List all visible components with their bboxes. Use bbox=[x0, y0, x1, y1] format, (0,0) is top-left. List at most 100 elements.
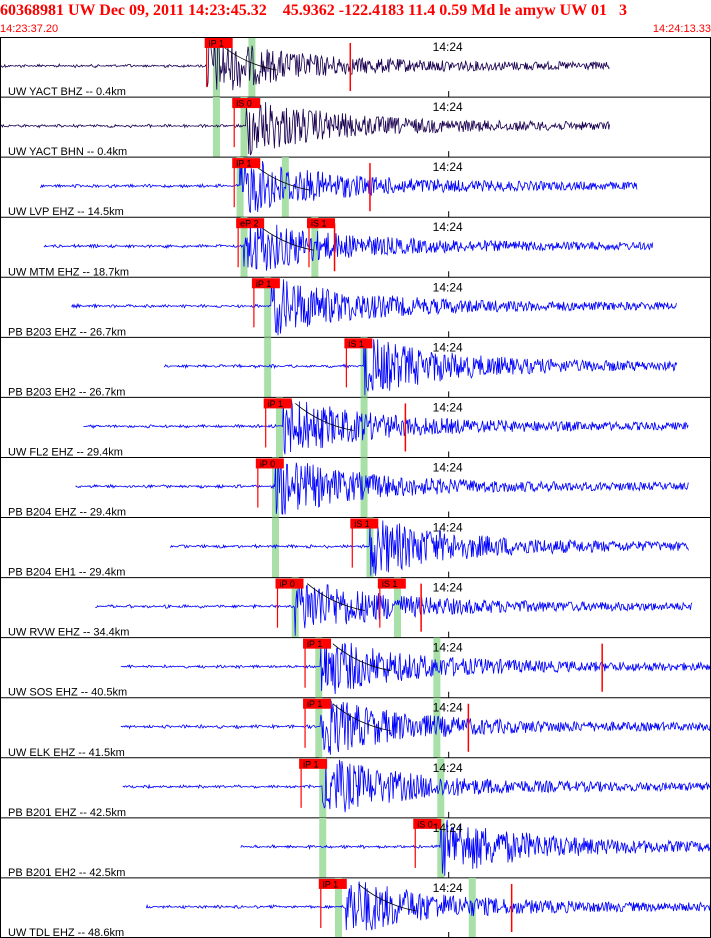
seismogram-trace bbox=[0, 39, 610, 91]
pick-window bbox=[334, 877, 342, 938]
station-label: PB B203 EH2 -- 26.7km bbox=[8, 386, 125, 398]
travel-time-curve bbox=[332, 643, 391, 672]
pick-flag-label: iP 1 bbox=[303, 759, 318, 769]
window-end-time: 14:24:13.33 bbox=[652, 23, 711, 35]
pick-window bbox=[264, 277, 272, 338]
pick-flag-label: iP 1 bbox=[307, 639, 322, 649]
minute-tick-label: 14:24 bbox=[433, 521, 463, 535]
minute-tick-label: 14:24 bbox=[433, 220, 463, 234]
pick-flag-bg bbox=[236, 218, 265, 229]
station-label: UW ELK EHZ -- 41.5km bbox=[8, 747, 125, 759]
pick-window bbox=[319, 817, 327, 878]
travel-time-curve bbox=[358, 883, 417, 912]
seismogram-trace bbox=[71, 279, 677, 336]
pick-window bbox=[319, 757, 327, 818]
travel-time-curve bbox=[306, 583, 366, 612]
station-label: UW YACT BHN -- 0.4km bbox=[8, 146, 127, 158]
seismogram-trace bbox=[120, 700, 711, 755]
pick-flag-label: iP 1 bbox=[268, 399, 283, 409]
seismogram-trace bbox=[43, 220, 654, 271]
pick-flag-bg bbox=[232, 158, 261, 169]
pick-flag-bg bbox=[204, 38, 233, 48]
pick-flag-bg bbox=[350, 518, 379, 529]
pick-window bbox=[360, 457, 368, 518]
station-label: UW FL2 EHZ -- 29.4km bbox=[8, 446, 123, 458]
pick-flag-label: iP 0 bbox=[280, 579, 295, 589]
pick-window bbox=[248, 37, 256, 98]
second-pick-flag-label: iS 1 bbox=[382, 579, 398, 589]
seismogram-trace bbox=[145, 881, 711, 931]
trace-panel: iP 1 14:24 UW SOS EHZ -- 40.5km bbox=[0, 637, 711, 699]
trace-panel: iS 1 14:24 PB B203 EH2 -- 26.7km bbox=[0, 337, 711, 398]
pick-flag-label: iP 1 bbox=[323, 879, 338, 889]
trace-panel: iP 1 14:24 PB B203 EHZ -- 26.7km bbox=[0, 277, 711, 338]
pick-flag-label: eP 2 bbox=[240, 219, 258, 229]
second-pick-flag-bg bbox=[306, 218, 335, 229]
station-label: UW LVP EHZ -- 14.5km bbox=[8, 206, 124, 218]
pick-window bbox=[433, 637, 441, 698]
trace-panel: iP 1 14:24 UW YACT BHZ -- 0.4km bbox=[0, 37, 711, 98]
minute-tick-label: 14:24 bbox=[433, 160, 463, 174]
station-label: UW SOS EHZ -- 40.5km bbox=[8, 687, 127, 699]
seismogram-trace bbox=[75, 459, 689, 515]
pick-window bbox=[240, 97, 248, 158]
minute-tick-label: 14:24 bbox=[433, 641, 463, 655]
seismogram-trace bbox=[83, 399, 689, 455]
plot-border bbox=[0, 37, 711, 938]
pick-window bbox=[212, 37, 220, 98]
station-label: PB B201 EHZ -- 42.5km bbox=[8, 807, 126, 819]
window-start-time: 14:23:37.20 bbox=[0, 23, 59, 35]
travel-time-curve bbox=[295, 403, 354, 431]
second-pick-flag-bg bbox=[377, 578, 406, 589]
pick-flag-label: iS 1 bbox=[348, 339, 364, 349]
minute-tick-label: 14:24 bbox=[433, 400, 463, 414]
pick-window bbox=[240, 217, 248, 278]
minute-tick-label: 14:24 bbox=[433, 821, 463, 835]
station-label: PB B204 EHZ -- 29.4km bbox=[8, 507, 126, 519]
minute-tick-label: 14:24 bbox=[433, 100, 463, 114]
minute-tick-label: 14:24 bbox=[433, 40, 463, 54]
pick-window bbox=[291, 577, 299, 638]
trace-panel: iP 1 14:24 UW TDL EHZ -- 48.6km bbox=[0, 877, 711, 938]
pick-flag-label: iP 1 bbox=[307, 699, 322, 709]
pick-flag-bg bbox=[255, 458, 284, 469]
pick-window bbox=[394, 577, 402, 638]
seismogram-trace bbox=[122, 759, 711, 813]
pick-flag-bg bbox=[303, 698, 332, 709]
pick-window bbox=[437, 757, 445, 818]
pick-window bbox=[360, 337, 368, 398]
station-label: UW YACT BHZ -- 0.4km bbox=[8, 86, 126, 98]
pick-window bbox=[236, 157, 244, 218]
seismogram-trace bbox=[0, 101, 610, 156]
pick-flag-bg bbox=[251, 278, 280, 289]
pick-flag-bg bbox=[413, 818, 442, 829]
seismogram-trace bbox=[163, 339, 678, 396]
trace-panel: iS 1 14:24 PB B204 EH1 -- 29.4km bbox=[0, 517, 711, 579]
trace-panel: iS 0 14:24 UW YACT BHN -- 0.4km bbox=[0, 97, 711, 158]
pick-flag-bg bbox=[318, 878, 347, 889]
pick-flag-bg bbox=[303, 638, 332, 649]
pick-flag-bg bbox=[263, 398, 292, 409]
travel-time-curve bbox=[332, 703, 391, 732]
trace-panel: iP 0 iS 1 14:24 UW RVW EHZ -- 34.4km bbox=[0, 577, 711, 639]
second-pick-flag-label: iS 1 bbox=[311, 219, 327, 229]
minute-tick-label: 14:24 bbox=[433, 340, 463, 354]
pick-flag-bg bbox=[275, 578, 304, 589]
station-label: PB B201 EH2 -- 42.5km bbox=[8, 867, 125, 879]
pick-window bbox=[437, 817, 445, 878]
pick-flag-label: iS 0 bbox=[417, 819, 433, 829]
station-label: PB B204 EH1 -- 29.4km bbox=[8, 567, 125, 579]
minute-tick-label: 14:24 bbox=[433, 881, 463, 895]
trace-panel: iS 0 14:24 PB B201 EH2 -- 42.5km bbox=[0, 817, 711, 879]
pick-window bbox=[212, 97, 220, 158]
station-label: UW MTM EHZ -- 18.7km bbox=[8, 266, 129, 278]
pick-window bbox=[264, 337, 272, 398]
pick-flag-label: iP 1 bbox=[236, 159, 251, 169]
station-label: UW RVW EHZ -- 34.4km bbox=[8, 627, 129, 639]
minute-tick-label: 14:24 bbox=[433, 761, 463, 775]
pick-window bbox=[275, 397, 283, 458]
seismogram-trace bbox=[95, 579, 693, 636]
trace-panel: iP 1 14:24 UW LVP EHZ -- 14.5km bbox=[0, 157, 711, 218]
pick-flag-label: iP 1 bbox=[209, 39, 224, 49]
seismogram-trace bbox=[39, 159, 638, 214]
